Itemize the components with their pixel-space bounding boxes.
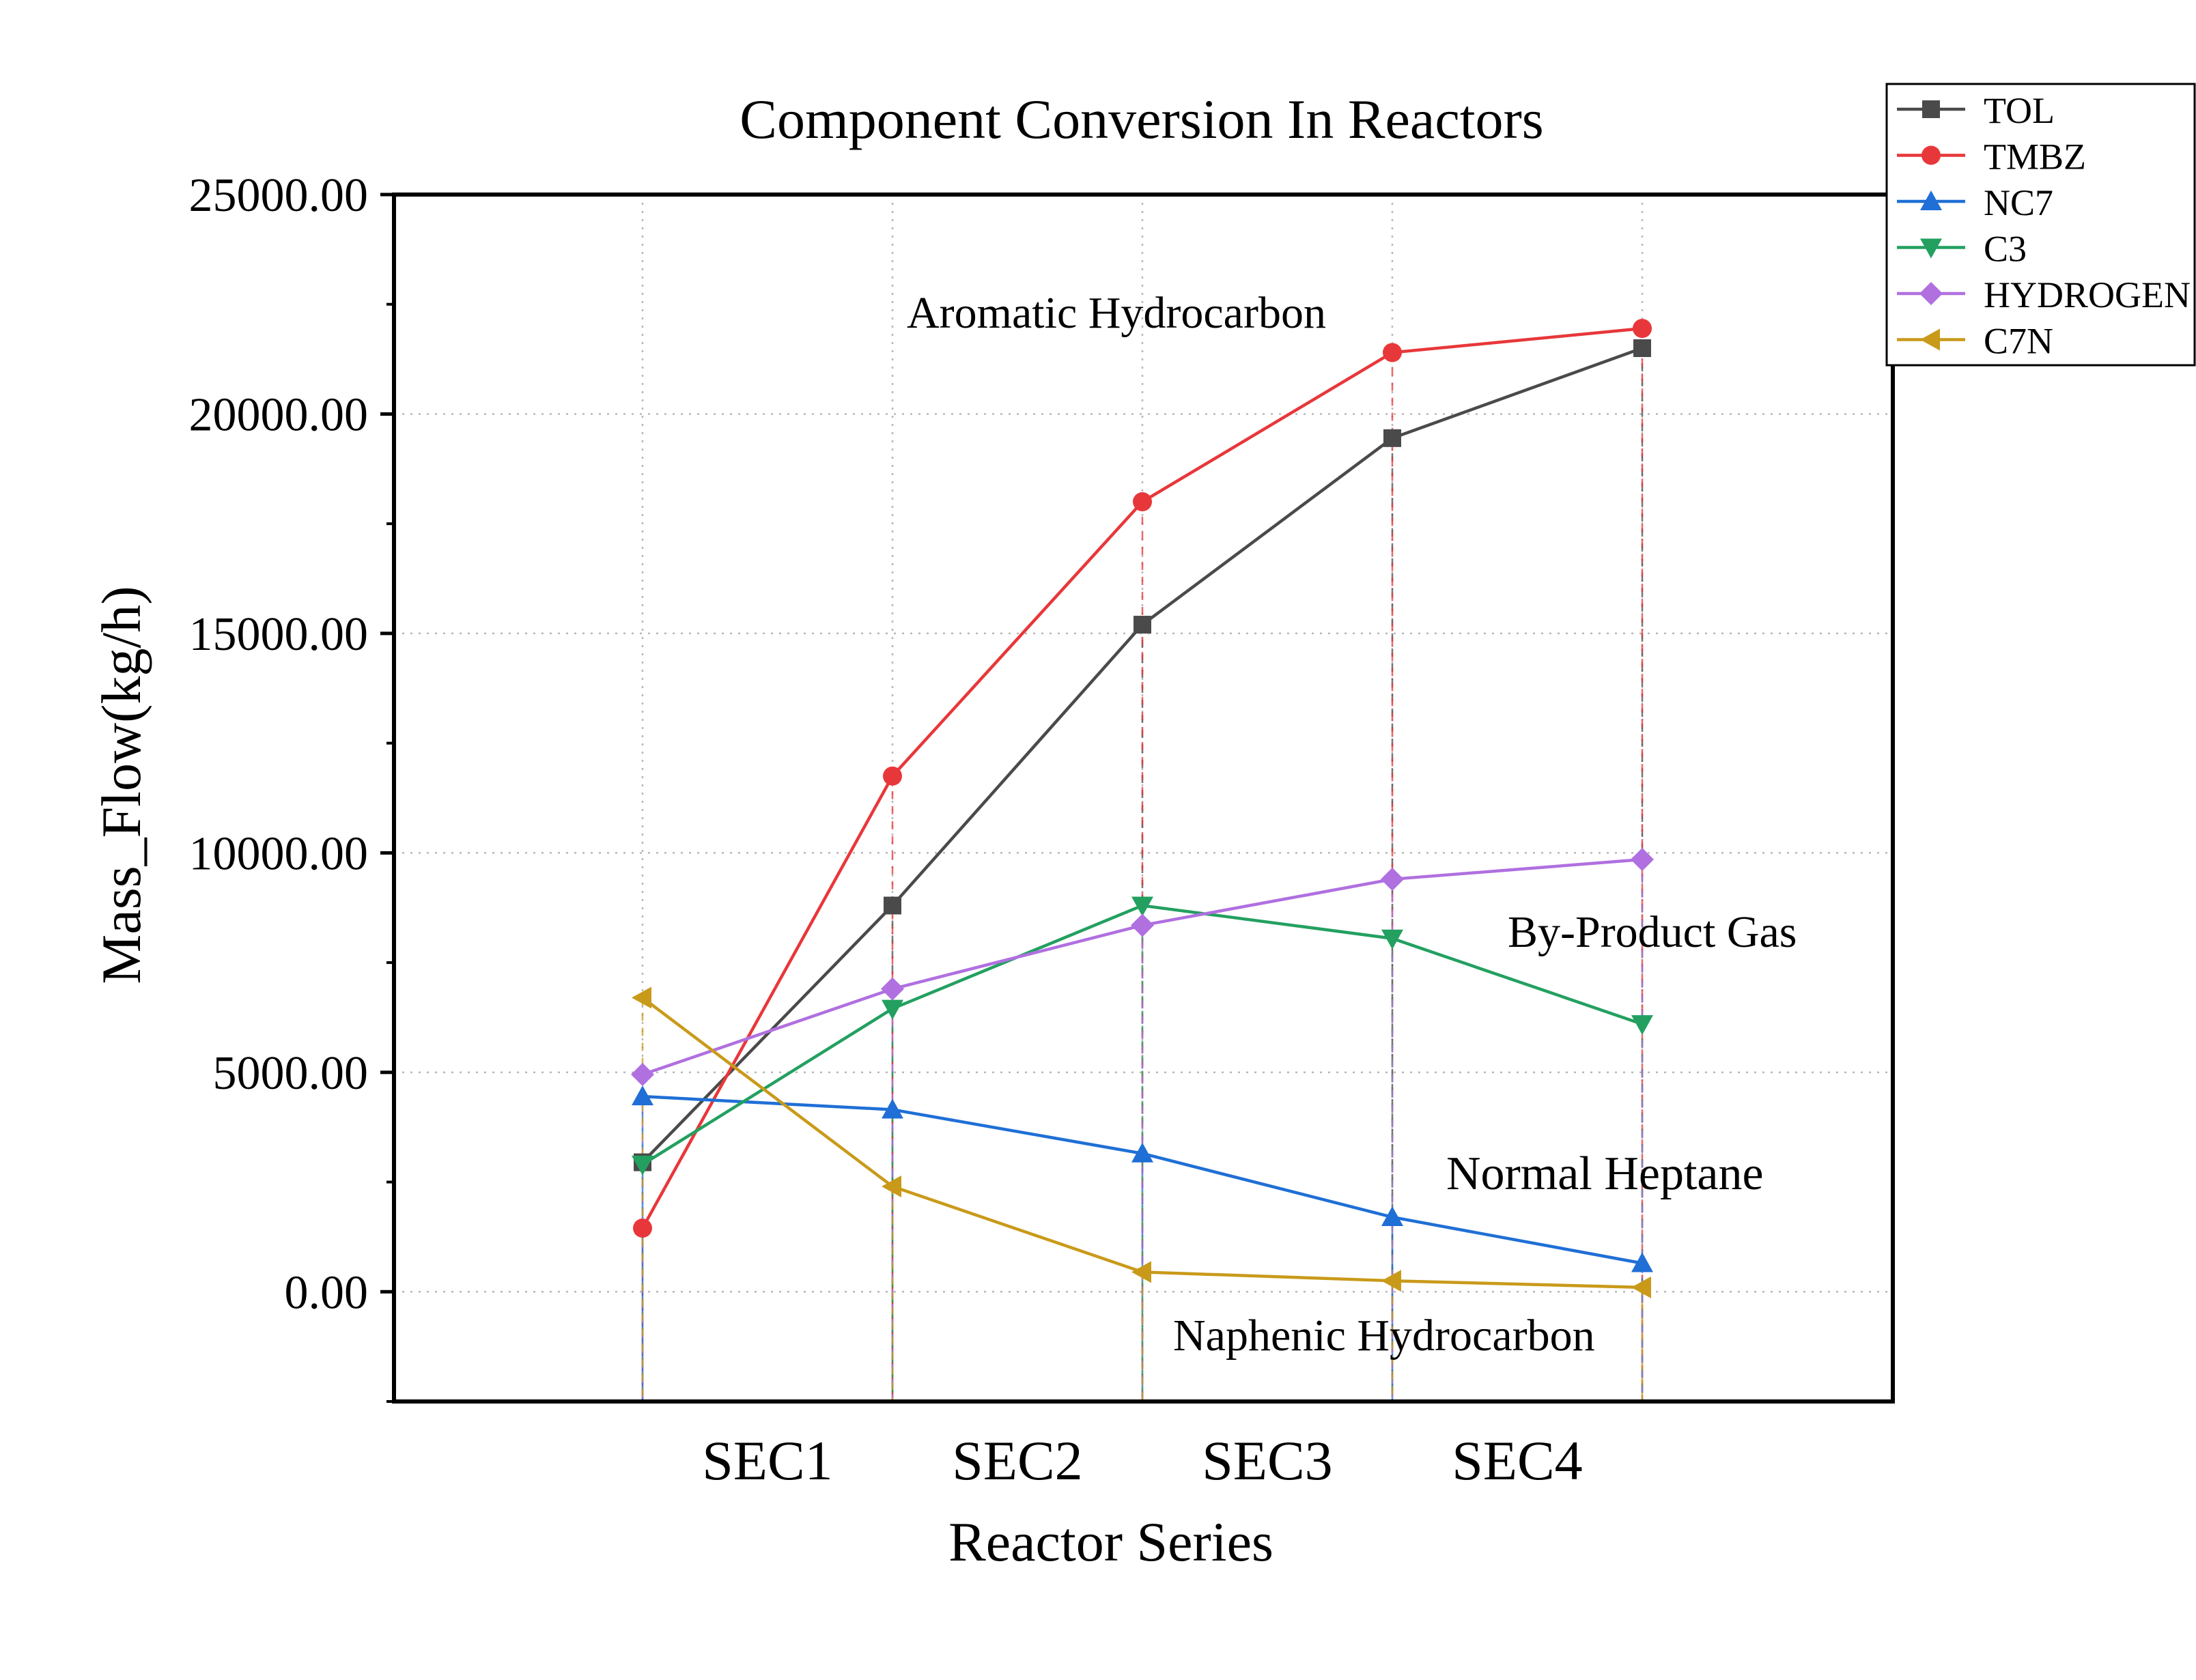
- marker-triangle-left: [632, 986, 651, 1009]
- marker-circle: [1383, 343, 1402, 362]
- annotation-aromatic-hydrocarbon: Aromatic Hydrocarbon: [907, 288, 1326, 338]
- marker-triangle-left: [1631, 1276, 1651, 1298]
- y-tick-label: 0.00: [285, 1266, 369, 1319]
- marker-triangle-up: [1131, 1142, 1153, 1163]
- legend-label-c7n: C7N: [1984, 321, 2053, 362]
- x-tick-label: SEC2: [952, 1429, 1082, 1492]
- marker-triangle-left: [1381, 1270, 1401, 1292]
- legend-label-hydrogen: HYDROGEN: [1984, 274, 2191, 315]
- marker-circle: [883, 766, 902, 786]
- marker-triangle-left: [1920, 328, 1940, 351]
- legend-label-tmbz: TMBZ: [1984, 137, 2086, 177]
- marker-square: [1633, 339, 1651, 358]
- marker-triangle-down: [1381, 929, 1403, 950]
- annotation-normal-heptane: Normal Heptane: [1446, 1148, 1764, 1200]
- marker-diamond: [1919, 282, 1943, 305]
- marker-circle: [633, 1219, 652, 1238]
- marker-square: [1922, 100, 1940, 118]
- annotation-by-product-gas: By-Product Gas: [1508, 907, 1797, 957]
- marker-circle: [1133, 492, 1152, 512]
- y-tick-label: 25000.00: [189, 169, 369, 222]
- x-tick-label: SEC3: [1202, 1429, 1332, 1492]
- marker-triangle-down: [882, 999, 903, 1020]
- marker-triangle-up: [1920, 190, 1942, 210]
- chart-title: Component Conversion In Reactors: [740, 88, 1543, 150]
- marker-triangle-down: [1920, 238, 1942, 259]
- y-tick-label: 15000.00: [189, 608, 369, 661]
- y-tick-label: 20000.00: [189, 388, 369, 441]
- marker-square: [884, 896, 901, 915]
- x-axis-label: Reactor Series: [948, 1511, 1273, 1573]
- marker-circle: [1922, 145, 1941, 165]
- marker-square: [1134, 616, 1151, 634]
- marker-triangle-up: [882, 1098, 903, 1119]
- plot-frame: [392, 193, 1895, 1404]
- marker-circle: [1633, 319, 1652, 339]
- y-axis-label: Mass_Flow(kg/h): [90, 586, 152, 984]
- marker-triangle-down: [1131, 896, 1153, 917]
- marker-triangle-up: [1381, 1206, 1403, 1226]
- series-layer: [631, 319, 1654, 1298]
- marker-triangle-left: [882, 1175, 901, 1197]
- marker-triangle-down: [1631, 1015, 1653, 1036]
- x-tick-label: SEC1: [702, 1429, 832, 1492]
- marker-diamond: [1631, 848, 1654, 872]
- y-tick-label: 5000.00: [213, 1047, 369, 1100]
- marker-triangle-left: [1131, 1261, 1151, 1283]
- legend-label-nc7: NC7: [1984, 182, 2053, 223]
- axes: 0.00 5000.00 10000.00 15000.00 20000.00 25000…: [189, 169, 1583, 1492]
- marker-triangle-up: [1631, 1252, 1653, 1272]
- legend-label-tol: TOL: [1984, 90, 2055, 131]
- x-tick-label: SEC4: [1452, 1429, 1582, 1492]
- marker-triangle-up: [632, 1085, 653, 1106]
- marker-square: [1383, 429, 1401, 447]
- marker-triangle-down: [632, 1155, 653, 1176]
- annotation-naphenic-hydrocarbon: Naphenic Hydrocarbon: [1173, 1311, 1595, 1361]
- marker-diamond: [881, 977, 904, 1001]
- marker-diamond: [1381, 867, 1404, 891]
- y-tick-label: 10000.00: [189, 827, 369, 880]
- marker-diamond: [1131, 913, 1154, 937]
- legend-box: [1885, 83, 2196, 367]
- marker-diamond: [631, 1063, 654, 1087]
- legend-label-c3: C3: [1984, 229, 2027, 270]
